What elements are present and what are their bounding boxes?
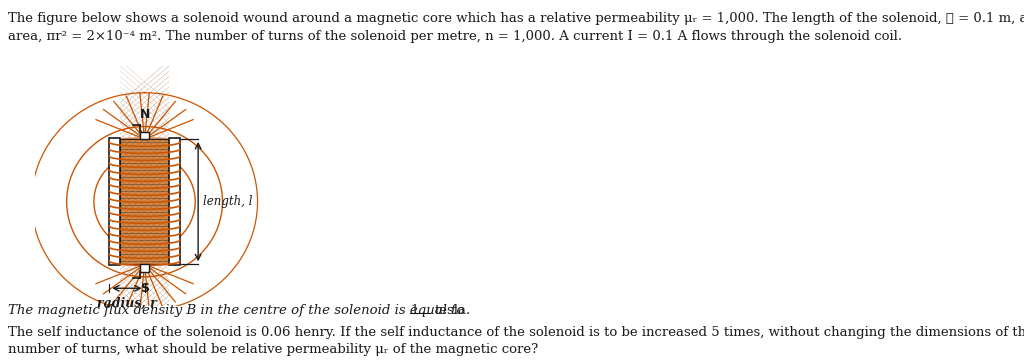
Text: S: S <box>140 282 150 295</box>
Bar <box>140 264 148 272</box>
Text: N: N <box>139 108 150 121</box>
Text: The magnetic flux density B in the centre of the solenoid is equal to: The magnetic flux density B in the centr… <box>8 304 465 317</box>
Text: The figure below shows a solenoid wound around a magnetic core which has a relat: The figure below shows a solenoid wound … <box>8 12 1024 25</box>
Text: area, πr² = 2×10⁻⁴ m². The number of turns of the solenoid per metre, n = 1,000.: area, πr² = 2×10⁻⁴ m². The number of tur… <box>8 30 902 43</box>
Bar <box>120 139 169 264</box>
Bar <box>140 132 148 139</box>
Text: tesla.: tesla. <box>435 304 471 317</box>
Text: number of turns, what should be relative permeability μᵣ of the magnetic core?: number of turns, what should be relative… <box>8 343 539 356</box>
Text: The self inductance of the solenoid is 0.06 henry. If the self inductance of the: The self inductance of the solenoid is 0… <box>8 326 1024 339</box>
Text: length, l: length, l <box>203 195 253 208</box>
Bar <box>110 138 120 265</box>
Text: 1: 1 <box>410 304 419 317</box>
Bar <box>169 138 180 265</box>
Text: radius, r: radius, r <box>97 297 157 310</box>
